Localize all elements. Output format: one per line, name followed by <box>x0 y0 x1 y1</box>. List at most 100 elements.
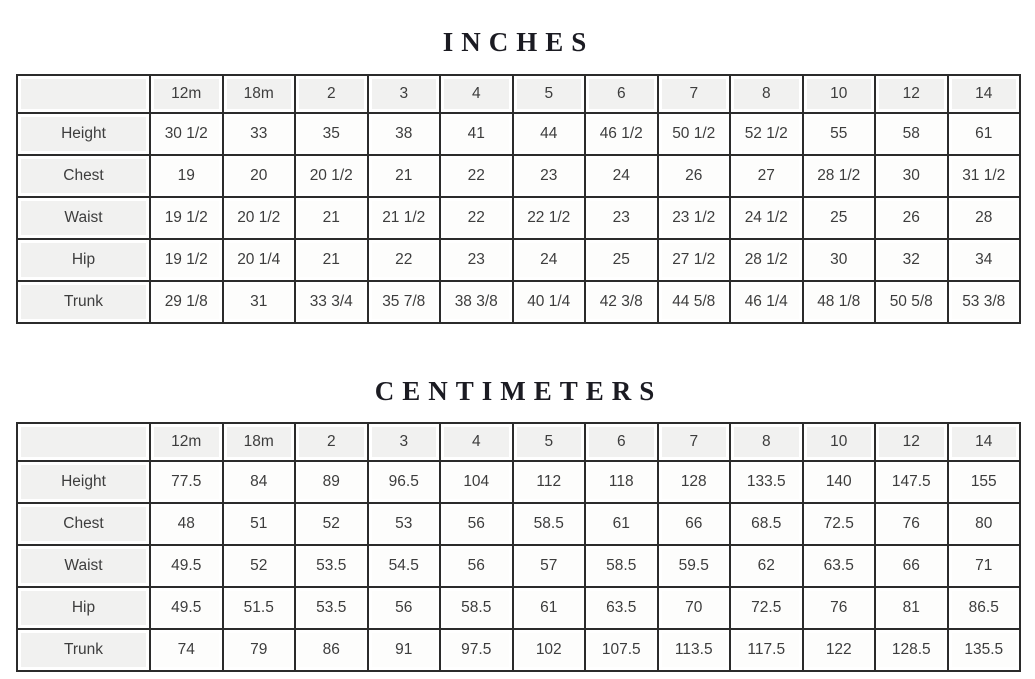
measurement-value-cell: 19 1/2 <box>149 196 224 240</box>
measurement-value-cell: 42 3/8 <box>584 280 659 324</box>
size-header-cell: 6 <box>584 74 659 114</box>
size-header-cell: 10 <box>801 74 876 114</box>
measurement-value-cell: 38 3/8 <box>439 280 514 324</box>
size-header-cell: 12m <box>149 74 224 114</box>
measurement-value-cell: 53 <box>366 502 441 546</box>
centimeters-size-table: 12m 18m 2 3 4 5 6 7 8 10 12 14 Height 77.5 84 89 96.5 104… <box>16 422 1021 672</box>
row-label-cell: Trunk <box>16 628 151 672</box>
measurement-value-cell: 20 <box>221 154 296 198</box>
measurement-value-cell: 135.5 <box>946 628 1021 672</box>
measurement-value-cell: 56 <box>439 544 514 588</box>
measurement-value-cell: 30 <box>874 154 949 198</box>
measurement-value-cell: 50 1/2 <box>656 112 731 156</box>
size-header-cell: 18m <box>221 74 296 114</box>
row-label-cell: Height <box>16 460 151 504</box>
measurement-value-cell: 19 1/2 <box>149 238 224 282</box>
measurement-value-cell: 20 1/2 <box>221 196 296 240</box>
measurement-value-cell: 48 <box>149 502 224 546</box>
size-header-cell: 5 <box>511 74 586 114</box>
measurement-value-cell: 63.5 <box>801 544 876 588</box>
measurement-value-cell: 104 <box>439 460 514 504</box>
measurement-value-cell: 58.5 <box>584 544 659 588</box>
row-label-cell: Hip <box>16 586 151 630</box>
measurement-value-cell: 53 3/8 <box>946 280 1021 324</box>
measurement-value-cell: 79 <box>221 628 296 672</box>
measurement-value-cell: 51.5 <box>221 586 296 630</box>
size-header-cell: 7 <box>656 422 731 462</box>
measurement-value-cell: 21 <box>294 238 369 282</box>
measurement-value-cell: 25 <box>584 238 659 282</box>
measurement-value-cell: 38 <box>366 112 441 156</box>
inches-title: INCHES <box>442 27 595 57</box>
measurement-value-cell: 24 <box>584 154 659 198</box>
measurement-value-cell: 53.5 <box>294 544 369 588</box>
measurement-row: Waist 19 1/2 20 1/2 21 21 1/2 22 22 1/2 23 23 1/… <box>16 196 1021 240</box>
measurement-value-cell: 30 <box>801 238 876 282</box>
inches-size-table: 12m 18m 2 3 4 5 6 7 8 10 12 14 Height 30 1/2 33 35 38 41 4… <box>16 74 1021 324</box>
measurement-value-cell: 31 1/2 <box>946 154 1021 198</box>
corner-cell <box>16 74 151 114</box>
measurement-value-cell: 23 1/2 <box>656 196 731 240</box>
measurement-value-cell: 48 1/8 <box>801 280 876 324</box>
measurement-value-cell: 118 <box>584 460 659 504</box>
inches-section: INCHES 12m 18m 2 3 4 5 6 7 8 10 12 14 Height 30 1/2 33… <box>16 0 1021 324</box>
measurement-value-cell: 27 1/2 <box>656 238 731 282</box>
size-header-cell: 2 <box>294 74 369 114</box>
measurement-value-cell: 19 <box>149 154 224 198</box>
measurement-value-cell: 22 <box>439 154 514 198</box>
measurement-value-cell: 28 <box>946 196 1021 240</box>
measurement-value-cell: 44 <box>511 112 586 156</box>
size-header-cell: 3 <box>366 74 441 114</box>
measurement-value-cell: 21 <box>294 196 369 240</box>
measurement-value-cell: 72.5 <box>801 502 876 546</box>
measurement-value-cell: 84 <box>221 460 296 504</box>
measurement-row: Height 30 1/2 33 35 38 41 44 46 1/2 50 1/2 52 1/2… <box>16 112 1021 156</box>
measurement-value-cell: 80 <box>946 502 1021 546</box>
measurement-value-cell: 29 1/8 <box>149 280 224 324</box>
centimeters-section: CENTIMETERS 12m 18m 2 3 4 5 6 7 8 10 12 14 Height 77.… <box>16 324 1021 672</box>
measurement-value-cell: 147.5 <box>874 460 949 504</box>
measurement-value-cell: 53.5 <box>294 586 369 630</box>
measurement-value-cell: 68.5 <box>729 502 804 546</box>
measurement-value-cell: 22 <box>439 196 514 240</box>
measurement-value-cell: 102 <box>511 628 586 672</box>
measurement-value-cell: 52 <box>294 502 369 546</box>
measurement-value-cell: 58 <box>874 112 949 156</box>
measurement-value-cell: 112 <box>511 460 586 504</box>
measurement-value-cell: 22 1/2 <box>511 196 586 240</box>
measurement-value-cell: 35 <box>294 112 369 156</box>
size-header-cell: 5 <box>511 422 586 462</box>
measurement-value-cell: 30 1/2 <box>149 112 224 156</box>
size-header-row: 12m 18m 2 3 4 5 6 7 8 10 12 14 <box>16 422 1021 462</box>
measurement-value-cell: 55 <box>801 112 876 156</box>
measurement-value-cell: 23 <box>584 196 659 240</box>
measurement-value-cell: 46 1/4 <box>729 280 804 324</box>
measurement-value-cell: 56 <box>366 586 441 630</box>
measurement-value-cell: 86.5 <box>946 586 1021 630</box>
measurement-value-cell: 56 <box>439 502 514 546</box>
size-header-cell: 3 <box>366 422 441 462</box>
measurement-value-cell: 71 <box>946 544 1021 588</box>
measurement-value-cell: 33 3/4 <box>294 280 369 324</box>
measurement-row: Chest 48 51 52 53 56 58.5 61 66 68.5 72.5 76 80 <box>16 502 1021 546</box>
measurement-value-cell: 49.5 <box>149 544 224 588</box>
measurement-row: Waist 49.5 52 53.5 54.5 56 57 58.5 59.5 62 63.5 66 7… <box>16 544 1021 588</box>
measurement-value-cell: 117.5 <box>729 628 804 672</box>
measurement-value-cell: 76 <box>801 586 876 630</box>
measurement-value-cell: 58.5 <box>511 502 586 546</box>
size-header-cell: 12m <box>149 422 224 462</box>
measurement-value-cell: 20 1/2 <box>294 154 369 198</box>
size-header-cell: 8 <box>729 74 804 114</box>
measurement-value-cell: 23 <box>511 154 586 198</box>
measurement-value-cell: 28 1/2 <box>801 154 876 198</box>
size-header-cell: 18m <box>221 422 296 462</box>
size-header-cell: 8 <box>729 422 804 462</box>
measurement-value-cell: 66 <box>656 502 731 546</box>
measurement-row: Chest 19 20 20 1/2 21 22 23 24 26 27 28 1/2 30 31 1/… <box>16 154 1021 198</box>
measurement-value-cell: 52 1/2 <box>729 112 804 156</box>
row-label-cell: Chest <box>16 154 151 198</box>
measurement-row: Trunk 74 79 86 91 97.5 102 107.5 113.5 117.5 122 12… <box>16 628 1021 672</box>
size-header-cell: 12 <box>874 422 949 462</box>
size-header-cell: 4 <box>439 422 514 462</box>
measurement-value-cell: 72.5 <box>729 586 804 630</box>
